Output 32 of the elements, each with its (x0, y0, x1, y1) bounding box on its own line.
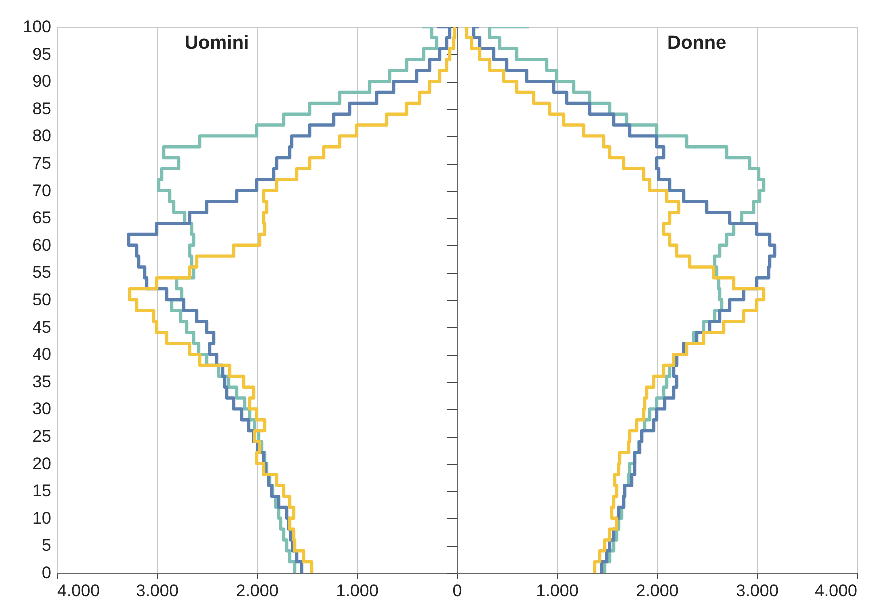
y-tick-label: 65 (32, 208, 52, 228)
y-tick-label: 15 (32, 482, 52, 501)
y-tick-label: 90 (32, 72, 52, 92)
y-tick-label: 40 (32, 345, 52, 364)
x-tick-label: 0 (452, 582, 462, 600)
y-tick-label: 25 (32, 427, 52, 446)
y-tick-label: 35 (32, 372, 52, 392)
y-tick-label: 0 (42, 564, 52, 582)
x-tick-label: 1.000 (336, 582, 379, 600)
x-tick-label: 2.000 (236, 582, 279, 600)
y-tick-label: 30 (32, 400, 52, 419)
y-tick-label: 80 (32, 126, 52, 146)
y-tick-label: 5 (42, 536, 52, 556)
x-tick-label: 3.000 (136, 582, 179, 600)
y-tick-label: 10 (32, 508, 52, 528)
x-tick-label: 4.000 (58, 582, 100, 600)
x-tick-label: 1.000 (536, 582, 579, 600)
y-tick-label: 70 (32, 181, 52, 200)
x-tick-label: 4.000 (814, 582, 858, 600)
x-tick-label: 3.000 (736, 582, 779, 600)
y-tick-label: 20 (32, 454, 52, 474)
y-tick-label: 60 (32, 236, 52, 255)
y-tick-label: 95 (32, 44, 52, 64)
y-tick-label: 100 (23, 18, 52, 36)
y-tick-label: 50 (32, 290, 52, 310)
y-tick-label: 55 (32, 263, 52, 282)
annotation: Uomini (184, 33, 250, 54)
y-tick-label: 75 (32, 154, 52, 173)
x-tick-label: 2.000 (636, 582, 679, 600)
y-tick-label: 85 (32, 99, 52, 118)
y-tick-label: 45 (32, 318, 52, 337)
annotation: Donne (667, 33, 727, 54)
